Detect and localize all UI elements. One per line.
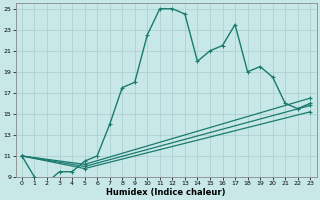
- X-axis label: Humidex (Indice chaleur): Humidex (Indice chaleur): [106, 188, 226, 197]
